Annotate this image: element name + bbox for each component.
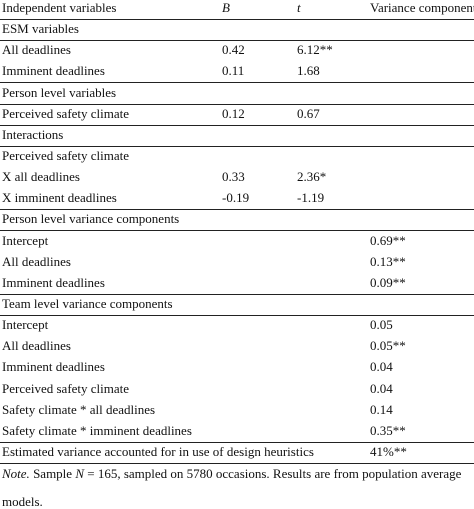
section-title: Team level variance components bbox=[2, 295, 173, 311]
row-label: X all deadlines bbox=[2, 169, 80, 185]
rule bbox=[0, 442, 474, 443]
cell-value: 0.05** bbox=[370, 338, 406, 354]
column-header: Independent variables bbox=[2, 0, 117, 15]
section-title: ESM variables bbox=[2, 21, 79, 37]
cell-value: 0.05 bbox=[370, 317, 393, 333]
row-label: Imminent deadlines bbox=[2, 274, 105, 290]
row-label: All deadlines bbox=[2, 338, 71, 354]
row-label: Safety climate * all deadlines bbox=[2, 401, 156, 417]
cell-value: 0.13** bbox=[370, 253, 406, 269]
cell-value: 0.09** bbox=[370, 274, 406, 290]
cell-value: 41%** bbox=[370, 443, 407, 459]
rule bbox=[0, 125, 474, 126]
rule bbox=[0, 104, 474, 105]
cell-value: 0.42 bbox=[222, 42, 245, 58]
rule bbox=[0, 294, 474, 295]
cell-value: 0.11 bbox=[222, 63, 245, 79]
cell-value: 6.12** bbox=[297, 42, 333, 58]
row-label: X imminent deadlines bbox=[2, 190, 117, 206]
column-header: Variance component bbox=[370, 0, 474, 15]
rule bbox=[0, 315, 474, 316]
cell-value: 0.14 bbox=[370, 401, 393, 417]
rule bbox=[0, 209, 474, 210]
row-label: Perceived safety climate bbox=[2, 147, 130, 163]
section-title: Person level variance components bbox=[2, 211, 180, 227]
note-continuation: models. bbox=[2, 494, 43, 509]
rule bbox=[0, 146, 474, 147]
row-label: Imminent deadlines bbox=[2, 359, 105, 375]
row-label: Intercept bbox=[2, 317, 49, 333]
row-label: Safety climate * imminent deadlines bbox=[2, 422, 192, 438]
note-text: Sample bbox=[33, 466, 76, 481]
cell-value: 0.33 bbox=[222, 169, 245, 185]
cell-value: 2.36* bbox=[297, 169, 327, 185]
section-title: Interactions bbox=[2, 126, 64, 142]
row-label: Perceived safety climate bbox=[2, 380, 130, 396]
rule bbox=[0, 82, 474, 83]
row-label: Perceived safety climate bbox=[2, 105, 130, 121]
rule bbox=[0, 463, 474, 464]
section-title: Person level variables bbox=[2, 84, 117, 100]
column-header: B bbox=[222, 0, 230, 15]
rule bbox=[0, 19, 474, 20]
cell-value: 0.69** bbox=[370, 232, 406, 248]
note: Note. Sample N = 165, sampled on 5780 oc… bbox=[2, 466, 461, 482]
cell-value: 0.04 bbox=[370, 359, 393, 375]
note-text: = 165, sampled on 5780 occasions. Result… bbox=[83, 466, 462, 481]
cell-value: 0.12 bbox=[222, 105, 245, 121]
cell-value: -1.19 bbox=[297, 190, 325, 206]
column-header: t bbox=[297, 0, 301, 15]
rule bbox=[0, 230, 474, 231]
row-label: All deadlines bbox=[2, 42, 71, 58]
row-label: Intercept bbox=[2, 232, 49, 248]
row-label: Imminent deadlines bbox=[2, 63, 105, 79]
row-label: All deadlines bbox=[2, 253, 71, 269]
row-label: Estimated variance accounted for in use … bbox=[2, 443, 314, 459]
cell-value: 0.04 bbox=[370, 380, 393, 396]
cell-value: 1.68 bbox=[297, 63, 320, 79]
cell-value: 0.67 bbox=[297, 105, 320, 121]
note-label: Note. bbox=[2, 466, 30, 481]
cell-value: -0.19 bbox=[222, 190, 250, 206]
cell-value: 0.35** bbox=[370, 422, 406, 438]
rule bbox=[0, 40, 474, 41]
note-n: N bbox=[75, 466, 84, 481]
